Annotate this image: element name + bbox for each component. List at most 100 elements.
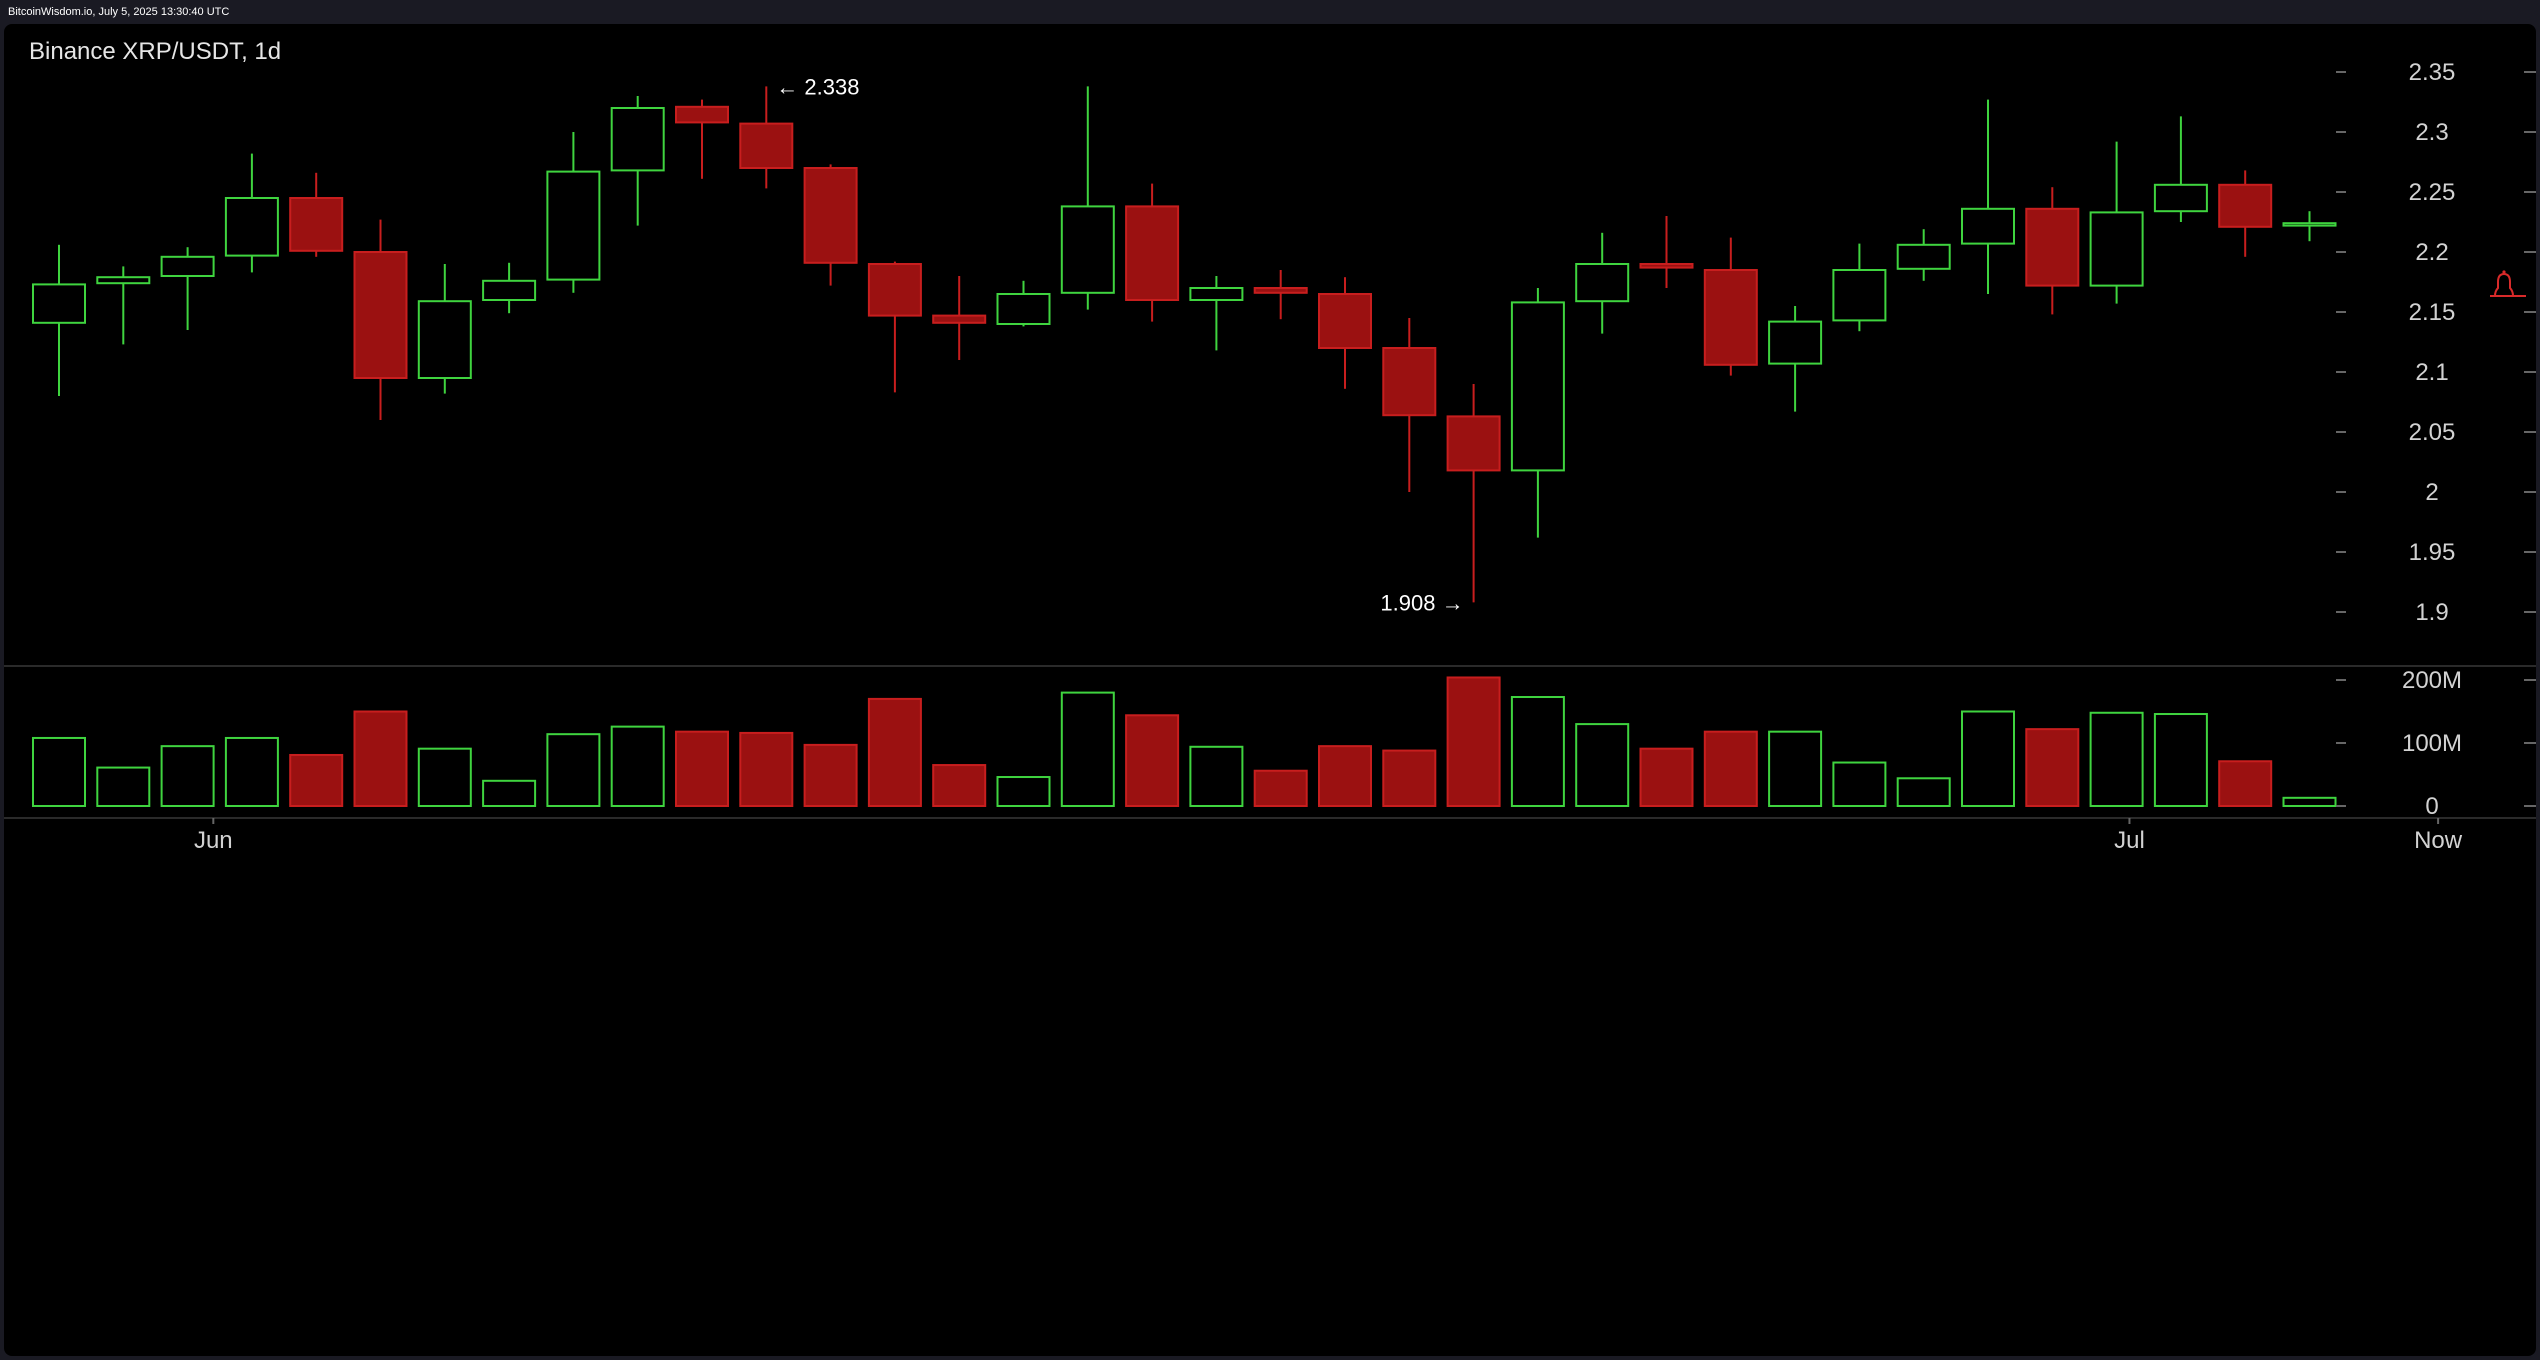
candle-body bbox=[1318, 293, 1372, 349]
volume-bar bbox=[2089, 711, 2144, 808]
volume-bar bbox=[2153, 713, 2208, 808]
price-tick-label: 2.3 bbox=[2415, 119, 2448, 146]
candle-body bbox=[1961, 207, 2015, 245]
candle-body bbox=[1253, 287, 1308, 294]
candle-body bbox=[224, 197, 279, 257]
price-tick-label: 2.25 bbox=[2409, 179, 2456, 206]
candle-body bbox=[160, 255, 215, 278]
volume-bar bbox=[739, 731, 794, 807]
candle-body bbox=[675, 105, 729, 124]
candle-body bbox=[1639, 263, 1694, 269]
candle-body bbox=[2282, 222, 2337, 227]
volume-bar bbox=[289, 753, 344, 807]
candle-body bbox=[1896, 243, 1951, 270]
candle-body bbox=[96, 276, 151, 285]
volume-bar bbox=[1318, 745, 1372, 808]
volume-tick-label: 200M bbox=[2402, 667, 2462, 694]
candle-body bbox=[1510, 301, 1565, 472]
volume-bar bbox=[96, 766, 151, 808]
volume-bar bbox=[1253, 769, 1308, 807]
annotations: ← 2.338 1.908 → bbox=[776, 74, 1463, 615]
candle-body bbox=[1189, 287, 1244, 301]
volume-bar bbox=[1896, 777, 1951, 808]
candle-body bbox=[32, 283, 86, 324]
candle-body bbox=[610, 107, 665, 172]
candle-body bbox=[1125, 205, 1180, 301]
price-tick-label: 2.15 bbox=[2409, 299, 2456, 326]
candle-body bbox=[2153, 183, 2208, 213]
volume-bar bbox=[610, 725, 665, 807]
candle-body bbox=[1768, 320, 1823, 365]
header-bar: BitcoinWisdom.io, July 5, 2025 13:30:40 … bbox=[0, 0, 2540, 24]
volume-bar bbox=[1125, 714, 1180, 808]
chart-title: Binance XRP/USDT, 1d bbox=[29, 38, 281, 65]
volume-bar bbox=[932, 764, 987, 807]
candle-body bbox=[417, 300, 472, 380]
x-tick-label: Jun bbox=[194, 827, 233, 854]
price-tick-label: 2.05 bbox=[2409, 419, 2456, 446]
price-tick-label: 2.1 bbox=[2415, 359, 2448, 386]
candle-body bbox=[1382, 347, 1437, 417]
volume-bar bbox=[1382, 749, 1437, 807]
volume-bar bbox=[1961, 710, 2015, 807]
candle-body bbox=[546, 170, 601, 281]
price-volume-chart: 1.9 1.95 2 2.05 2.1 2.15 2.2 2.25 2.3 2.35 0 100M 20… bbox=[4, 38, 2536, 854]
price-tick-label: 2 bbox=[2425, 479, 2438, 506]
volume-bar bbox=[1575, 723, 1630, 807]
volume-bar bbox=[2218, 760, 2273, 808]
volume-bar bbox=[1768, 730, 1823, 807]
candle-body bbox=[353, 251, 408, 379]
candle-body bbox=[1060, 205, 1115, 294]
volume-bar bbox=[224, 736, 279, 808]
price-tick-label: 2.2 bbox=[2415, 239, 2448, 266]
volume-bar bbox=[546, 733, 601, 807]
candle-body bbox=[996, 293, 1051, 325]
volume-bar bbox=[1189, 745, 1244, 808]
volume-bar bbox=[1703, 730, 1758, 807]
volume-bar bbox=[1446, 676, 1501, 807]
volume-bar bbox=[160, 745, 215, 808]
candle-body bbox=[289, 197, 344, 252]
volume-bar bbox=[867, 697, 922, 808]
source-timestamp: BitcoinWisdom.io, July 5, 2025 13:30:40 … bbox=[8, 6, 230, 18]
price-annotation: ← 2.338 bbox=[776, 74, 859, 99]
volume-panel bbox=[32, 676, 2337, 808]
volume-bar bbox=[417, 747, 472, 807]
price-tick-label: 1.9 bbox=[2415, 599, 2448, 626]
price-panel bbox=[32, 86, 2337, 603]
candle-body bbox=[1446, 415, 1501, 472]
volume-bar bbox=[675, 730, 729, 807]
volume-bar bbox=[996, 776, 1051, 808]
bell-icon[interactable] bbox=[2490, 270, 2526, 297]
price-tick-label: 1.95 bbox=[2409, 539, 2456, 566]
chart-frame: 1.9 1.95 2 2.05 2.1 2.15 2.2 2.25 2.3 2.35 0 100M 20… bbox=[4, 24, 2536, 1356]
volume-bar bbox=[2282, 796, 2337, 807]
candle-body bbox=[1703, 269, 1758, 366]
candle-body bbox=[803, 167, 858, 264]
x-tick-label: Now bbox=[2414, 827, 2463, 854]
candle-body bbox=[2089, 211, 2144, 287]
price-tick-label: 2.35 bbox=[2409, 59, 2456, 86]
x-tick-label: Jul bbox=[2114, 827, 2145, 854]
volume-tick-label: 0 bbox=[2425, 793, 2438, 820]
volume-bar bbox=[32, 736, 86, 808]
volume-bar bbox=[1832, 761, 1887, 808]
candle-body bbox=[867, 263, 922, 317]
volume-bar bbox=[482, 779, 537, 807]
candle-body bbox=[2218, 183, 2273, 228]
volume-bar bbox=[1639, 747, 1694, 807]
candle-body bbox=[2025, 207, 2080, 287]
price-annotation: 1.908 → bbox=[1380, 590, 1463, 615]
volume-bar bbox=[1510, 696, 1565, 808]
candle-body bbox=[482, 279, 537, 301]
volume-bar bbox=[353, 710, 408, 807]
candle-body bbox=[739, 122, 794, 169]
candle-body bbox=[932, 314, 987, 324]
volume-bar bbox=[2025, 728, 2080, 808]
volume-bar bbox=[1060, 691, 1115, 807]
candle-body bbox=[1575, 263, 1630, 303]
axes: 1.9 1.95 2 2.05 2.1 2.15 2.2 2.25 2.3 2.35 0 100M 20… bbox=[4, 59, 2536, 854]
candle-body bbox=[1832, 269, 1887, 322]
volume-tick-label: 100M bbox=[2402, 730, 2462, 757]
volume-bar bbox=[803, 743, 858, 808]
